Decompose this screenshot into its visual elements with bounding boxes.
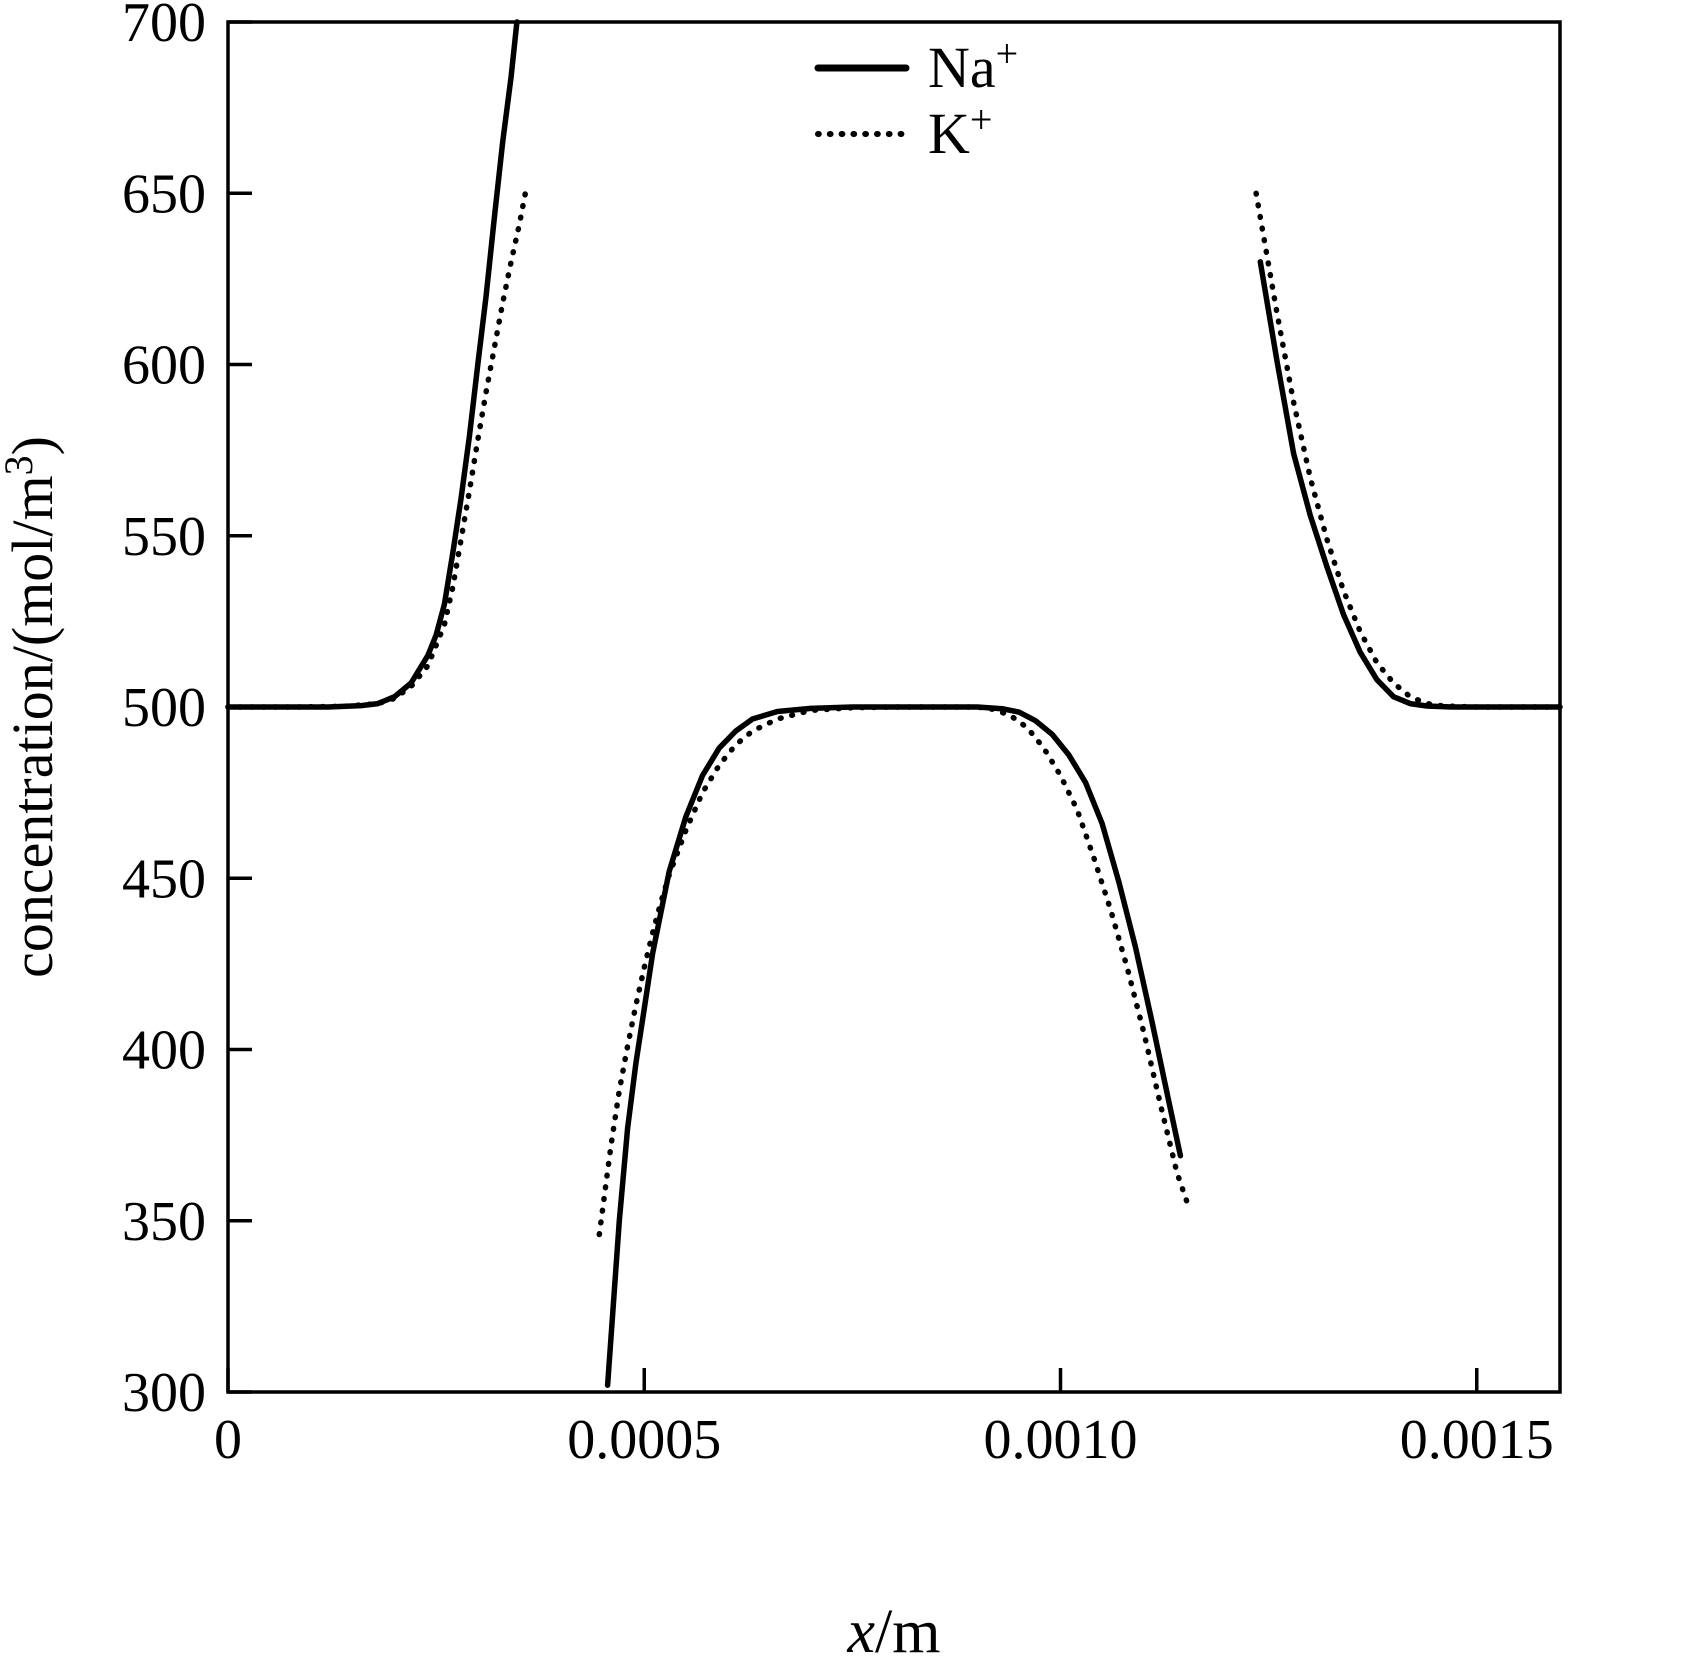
y-axis-label: concentration/(mol/m3) (0, 436, 65, 978)
y-tick-label: 600 (122, 335, 206, 397)
x-axis-label: x/m (847, 1598, 941, 1666)
x-tick-label: 0.0015 (1400, 1409, 1554, 1471)
y-tick-label: 550 (122, 506, 206, 568)
y-tick-label: 450 (122, 848, 206, 910)
y-tick-label: 300 (122, 1362, 206, 1424)
series-line-k (225, 187, 529, 710)
x-tick-label: 0.0005 (567, 1409, 721, 1471)
y-tick-label: 650 (122, 163, 206, 225)
legend-label-k: K+ (928, 97, 992, 166)
y-tick-label: 700 (122, 0, 206, 54)
series-line-na (225, 19, 520, 710)
x-tick-label: 0 (214, 1409, 242, 1471)
x-tick-label: 0.0010 (984, 1409, 1138, 1471)
series-line-k (1253, 190, 1563, 710)
y-tick-label: 400 (122, 1020, 206, 1082)
y-tick-label: 350 (122, 1191, 206, 1253)
legend-label-na: Na+ (928, 31, 1018, 100)
series-line-na (1257, 259, 1563, 710)
y-tick-label: 500 (122, 677, 206, 739)
series-line-k (596, 704, 1192, 1238)
